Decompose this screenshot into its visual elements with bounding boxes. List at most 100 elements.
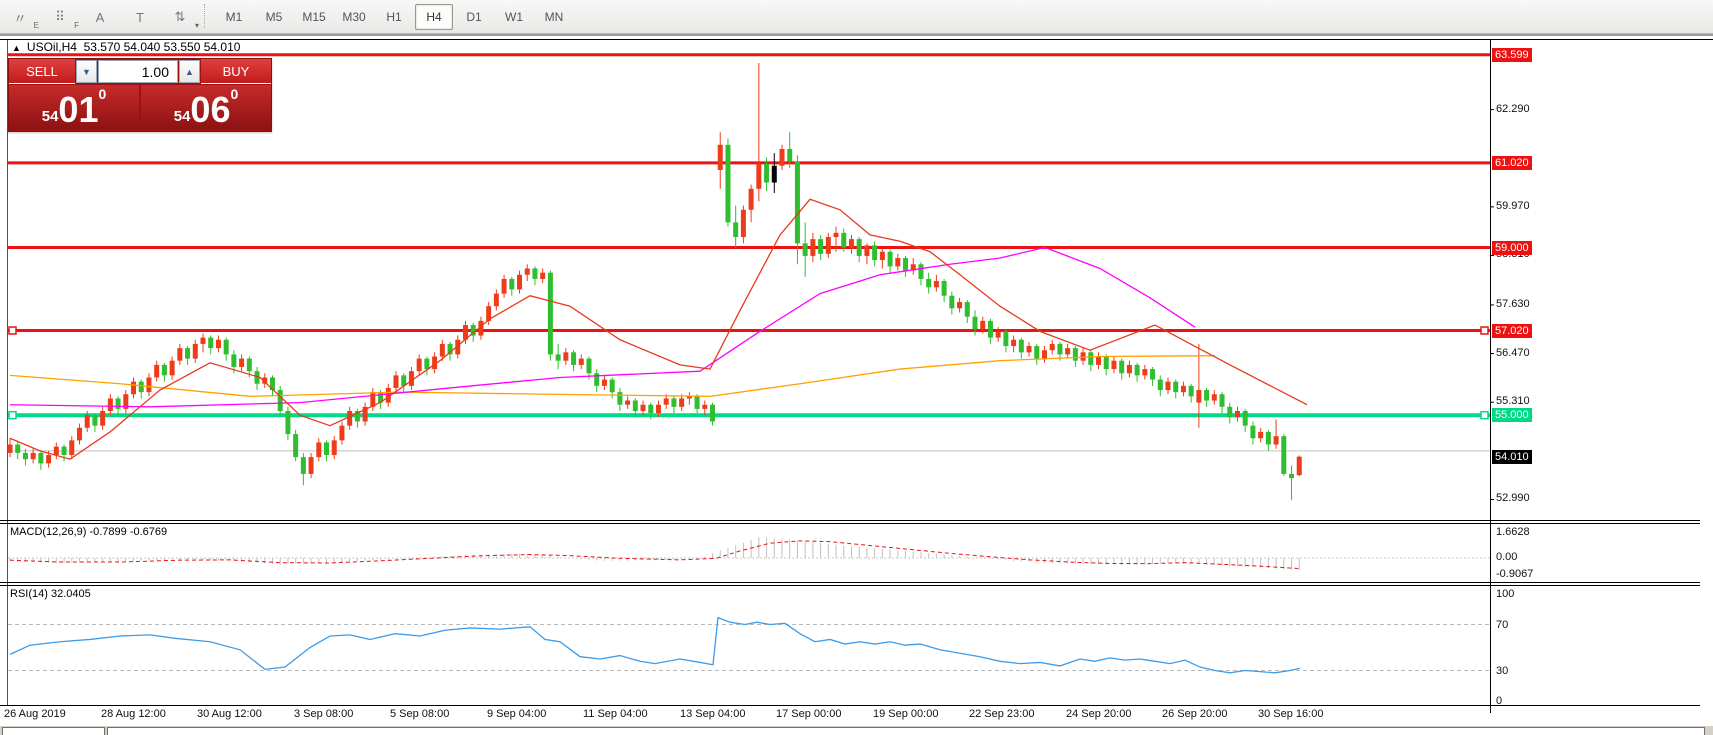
candle-body[interactable] <box>1072 348 1078 361</box>
timeframe-button-m1[interactable]: M1 <box>225 10 243 24</box>
candle-body[interactable] <box>563 352 569 361</box>
candle-body[interactable] <box>1173 381 1179 393</box>
candle-body[interactable] <box>1111 360 1117 370</box>
candle-body[interactable] <box>1188 385 1194 397</box>
candle-body[interactable] <box>123 394 129 409</box>
timeframe-button-h4[interactable]: H4 <box>415 4 453 30</box>
candle-body[interactable] <box>655 404 661 414</box>
candle-body[interactable] <box>1273 436 1279 445</box>
candle-body[interactable] <box>517 274 523 290</box>
candle-body[interactable] <box>76 427 82 441</box>
candle-body[interactable] <box>1242 411 1248 426</box>
candle-body[interactable] <box>949 295 955 309</box>
candle-body[interactable] <box>748 188 754 210</box>
candle-body[interactable] <box>1142 369 1148 376</box>
candle-body[interactable] <box>1296 456 1302 476</box>
candle-body[interactable] <box>439 343 445 357</box>
candle-body[interactable] <box>710 404 716 422</box>
docked-panel-edge[interactable] <box>2 727 105 735</box>
candle-body[interactable] <box>509 278 515 290</box>
level-handle[interactable] <box>8 410 17 420</box>
candle-body[interactable] <box>208 337 214 349</box>
candle-body[interactable] <box>478 320 484 336</box>
candle-body[interactable] <box>725 144 731 223</box>
candle-body[interactable] <box>115 398 121 409</box>
candle-body[interactable] <box>30 452 36 460</box>
candle-body[interactable] <box>879 251 885 261</box>
candle-body[interactable] <box>787 148 793 162</box>
candle-body[interactable] <box>370 392 376 407</box>
candle-body[interactable] <box>277 390 283 412</box>
candle-body[interactable] <box>354 411 360 422</box>
candle-body[interactable] <box>447 343 453 355</box>
timeframe-button-m5[interactable]: M5 <box>265 10 283 24</box>
candle-body[interactable] <box>625 400 631 405</box>
candle-body[interactable] <box>818 239 824 254</box>
level-handle[interactable] <box>1480 326 1489 335</box>
candle-body[interactable] <box>424 358 430 370</box>
indicators-icon[interactable]: 〃 E <box>13 10 39 31</box>
candle-body[interactable] <box>1126 364 1132 374</box>
candle-body[interactable] <box>864 245 870 256</box>
candle-body[interactable] <box>1265 431 1271 445</box>
candle-body[interactable] <box>501 278 507 294</box>
candle-body[interactable] <box>1150 369 1156 380</box>
candle-body[interactable] <box>524 268 530 275</box>
candle-body[interactable] <box>53 446 59 456</box>
candle-body[interactable] <box>601 379 607 386</box>
candle-body[interactable] <box>177 348 183 361</box>
text-label-icon[interactable]: A <box>95 9 105 25</box>
candle-body[interactable] <box>285 411 291 435</box>
candle-body[interactable] <box>694 396 700 409</box>
candle-body[interactable] <box>269 377 275 391</box>
ma-slow-orange[interactable] <box>9 355 1216 397</box>
candle-body[interactable] <box>848 239 854 248</box>
candle-body[interactable] <box>1041 350 1047 359</box>
candle-body[interactable] <box>1096 356 1102 365</box>
candle-body[interactable] <box>1258 431 1264 439</box>
ma-mid-magenta[interactable] <box>9 246 1196 408</box>
candle-body[interactable] <box>671 398 677 407</box>
candle-body[interactable] <box>686 396 692 399</box>
candle-body[interactable] <box>764 163 770 183</box>
grid-icon[interactable]: ⠿ F <box>55 9 79 30</box>
candle-body[interactable] <box>84 415 90 428</box>
candle-body[interactable] <box>15 444 21 453</box>
candle-body[interactable] <box>324 442 330 456</box>
candle-body[interactable] <box>547 272 553 355</box>
timeframe-button-mn[interactable]: MN <box>544 10 564 24</box>
candle-body[interactable] <box>300 457 306 474</box>
macd-signal-line[interactable] <box>9 540 1301 570</box>
price-chart[interactable] <box>0 36 1713 735</box>
candle-body[interactable] <box>987 320 993 338</box>
candle-body[interactable] <box>100 411 106 426</box>
candle-body[interactable] <box>362 406 368 422</box>
candle-body[interactable] <box>239 358 245 367</box>
candle-body[interactable] <box>331 440 337 456</box>
candle-body[interactable] <box>771 165 777 183</box>
candle-body[interactable] <box>632 400 638 412</box>
candle-body[interactable] <box>493 293 499 307</box>
candle-body[interactable] <box>61 446 67 456</box>
timeframe-button-m15[interactable]: M15 <box>302 10 326 24</box>
candle-body[interactable] <box>1250 425 1256 439</box>
candle-body[interactable] <box>1018 339 1024 353</box>
candle-body[interactable] <box>416 358 422 372</box>
candle-body[interactable] <box>571 352 577 365</box>
candle-body[interactable] <box>385 387 391 403</box>
timeframe-button-d1[interactable]: D1 <box>466 10 482 24</box>
candle-body[interactable] <box>733 222 739 238</box>
candle-body[interactable] <box>648 404 654 414</box>
candle-body[interactable] <box>972 316 978 330</box>
candle-body[interactable] <box>316 442 322 458</box>
candle-body[interactable] <box>617 392 623 405</box>
candle-body[interactable] <box>594 373 600 386</box>
candle-body[interactable] <box>756 163 762 189</box>
candle-body[interactable] <box>1180 385 1186 393</box>
candle-body[interactable] <box>910 264 916 271</box>
candle-body[interactable] <box>810 239 816 256</box>
candle-body[interactable] <box>1119 360 1125 374</box>
candle-body[interactable] <box>895 257 901 267</box>
candle-body[interactable] <box>933 281 939 288</box>
buy-price-display[interactable]: 54 06 0 <box>141 85 271 130</box>
